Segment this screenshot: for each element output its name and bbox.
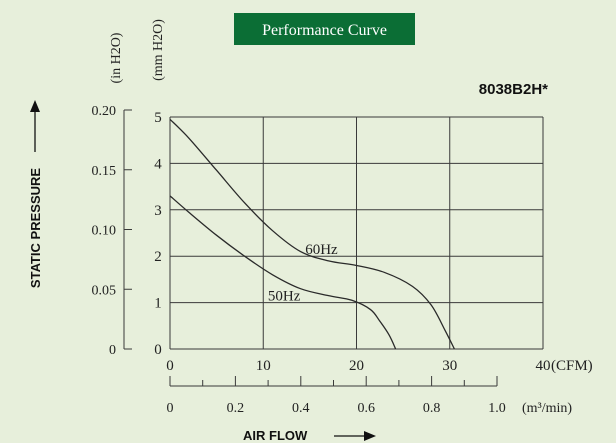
x2-tick-label-3: 0.6 <box>357 401 375 416</box>
y2-tick-label-4: 0.20 <box>92 104 117 119</box>
y-tick-label-0: 0 <box>154 342 162 358</box>
chart-title: Performance Curve <box>262 22 387 39</box>
y-tick-label-2: 2 <box>154 249 162 265</box>
y-axis-title-arrowhead <box>30 100 40 112</box>
x-tick-label-4: 40 <box>536 358 551 374</box>
series-line-50hz <box>169 195 397 350</box>
y-tick-label-3: 3 <box>154 203 162 219</box>
x-secondary-unit: (m³/min) <box>522 401 572 416</box>
x2-tick-label-4: 0.8 <box>423 401 441 416</box>
x-tick-label-0: 0 <box>166 358 174 374</box>
series-line-60hz <box>169 118 455 350</box>
y-secondary-unit: (in H2O) <box>109 32 124 83</box>
x-axis-title: AIR FLOW <box>243 428 308 443</box>
x-tick-label-2: 20 <box>349 358 364 374</box>
model-label: 8038B2H* <box>479 81 548 98</box>
x2-tick-label-5: 1.0 <box>488 401 506 416</box>
x2-tick-label-0: 0 <box>167 401 174 416</box>
series-labels: 60Hz 50Hz <box>268 242 338 304</box>
y-axis-title: STATIC PRESSURE <box>28 168 43 288</box>
secondary-x-axis: 0 0.2 0.4 0.6 0.8 1.0 <box>167 376 506 416</box>
x-primary-unit: (CFM) <box>551 358 593 374</box>
x2-tick-label-1: 0.2 <box>227 401 245 416</box>
series-lines <box>169 118 455 350</box>
y2-tick-label-1: 0.05 <box>92 283 117 298</box>
y-primary-unit: (mm H2O) <box>151 19 166 81</box>
y2-tick-label-0: 0 <box>109 343 116 358</box>
series-label-50hz: 50Hz <box>268 288 301 304</box>
primary-x-tick-labels: 0 10 20 30 40 <box>166 358 550 374</box>
series-label-60hz: 60Hz <box>305 242 338 258</box>
title-box <box>234 13 415 45</box>
y-tick-label-1: 1 <box>154 296 162 312</box>
x2-tick-label-2: 0.4 <box>292 401 310 416</box>
x-axis-title-arrowhead <box>364 431 376 441</box>
secondary-y-axis: 0 0.05 0.10 0.15 0.20 <box>92 104 132 358</box>
y2-tick-label-2: 0.10 <box>92 224 117 239</box>
y-tick-label-4: 4 <box>154 156 162 172</box>
grid <box>169 116 544 350</box>
y2-tick-label-3: 0.15 <box>92 164 117 179</box>
y-tick-label-5: 5 <box>154 110 162 126</box>
x-tick-label-3: 30 <box>442 358 457 374</box>
primary-y-tick-labels: 0 1 2 3 4 5 <box>154 110 162 358</box>
x-tick-label-1: 10 <box>256 358 271 374</box>
